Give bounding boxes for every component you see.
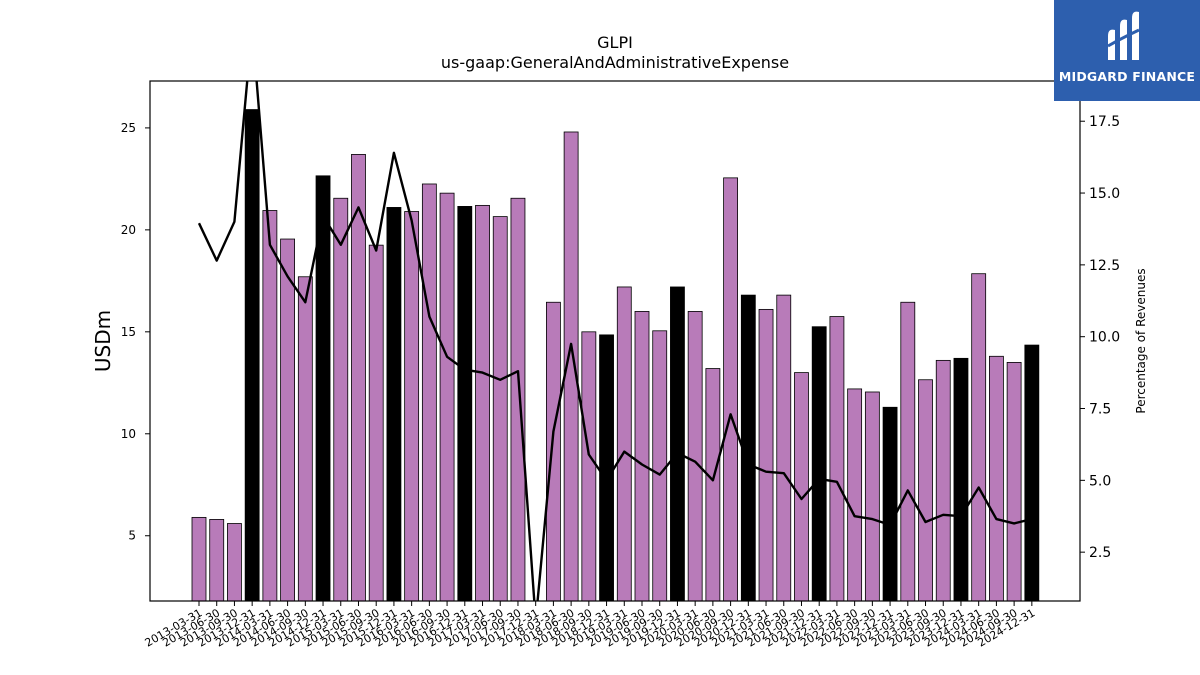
bar-2023-03-31 — [900, 301, 916, 602]
bar-2022-03-31 — [829, 316, 845, 602]
bar-2020-06-30 — [705, 368, 721, 602]
bar-2015-09-30 — [368, 244, 384, 602]
y2-tick-label: 17.5 — [1089, 114, 1120, 130]
y2-tick-label: 15.0 — [1089, 186, 1120, 202]
bar-2021-06-30 — [776, 294, 792, 602]
y-axis-label: USDm — [91, 310, 115, 372]
bar-2024-06-30 — [989, 355, 1004, 602]
bar-2024-09-30 — [1006, 362, 1022, 602]
bar-2014-09-30 — [297, 276, 313, 602]
bar-2021-09-30 — [794, 372, 809, 602]
bar-2021-03-31 — [758, 308, 774, 602]
midgard-finance-logo: MIDGARD FINANCE — [1054, 0, 1200, 101]
bar-2014-06-30 — [280, 238, 296, 602]
bar-2015-12-31 — [386, 207, 402, 602]
bar-2023-09-30 — [935, 359, 951, 602]
bar-2022-09-30 — [864, 391, 880, 602]
pct-revenue-line — [197, 81, 1033, 601]
y-tick-label: 25 — [121, 121, 136, 135]
bar-2016-06-30 — [421, 183, 437, 602]
bar-2020-03-31 — [687, 311, 703, 602]
x-axis: 2013-03-312013-06-302013-09-302013-12-31… — [143, 601, 1037, 650]
y-tick-label: 10 — [121, 427, 136, 441]
bar-2016-09-30 — [439, 192, 455, 602]
bar-2019-03-31 — [616, 286, 632, 602]
bar-2024-03-31 — [971, 273, 987, 602]
chart-title: GLPI — [597, 33, 633, 52]
y2-tick-label: 5.0 — [1089, 473, 1111, 489]
bar-2023-06-30 — [918, 379, 933, 602]
bar-2013-03-31 — [191, 516, 207, 602]
y2-axis-label: Percentage of Revenues — [1134, 268, 1148, 413]
bar-2022-12-31 — [882, 406, 898, 602]
bar-series — [191, 109, 1040, 602]
bar-2022-06-30 — [847, 388, 863, 602]
bar-2017-03-31 — [475, 204, 490, 602]
y-axis-left: 5 10 15 20 25 — [121, 121, 150, 543]
bar-2017-06-30 — [492, 216, 508, 602]
bar-2024-12-31 — [1024, 344, 1040, 602]
bar-2013-06-30 — [209, 519, 225, 602]
y-tick-label: 20 — [121, 223, 136, 237]
y-tick-label: 5 — [128, 529, 136, 543]
bar-2014-03-31 — [262, 210, 278, 602]
y2-tick-label: 7.5 — [1089, 402, 1111, 418]
bar-2016-03-31 — [404, 211, 420, 602]
bar-2018-09-30 — [581, 331, 597, 602]
bar-2019-12-31 — [670, 286, 685, 602]
logo-mark-icon — [1107, 11, 1140, 61]
bar-2018-12-31 — [599, 334, 614, 602]
bar-2013-12-31 — [244, 109, 260, 602]
plot-frame — [149, 80, 1081, 602]
bar-2015-03-31 — [333, 197, 349, 602]
line-series — [197, 81, 1033, 601]
bar-2018-03-31 — [546, 301, 561, 602]
bar-2017-09-30 — [510, 197, 526, 602]
bar-2021-12-31 — [811, 326, 827, 602]
bar-2019-09-30 — [652, 330, 668, 602]
chart-subtitle: us-gaap:GeneralAndAdministrativeExpense — [441, 53, 789, 72]
bar-2013-09-30 — [227, 523, 242, 602]
bar-2016-12-31 — [457, 206, 473, 602]
y-axis-right: 2.5 5.0 7.5 10.0 12.5 15.0 17.5 — [1080, 114, 1120, 561]
bar-2023-12-31 — [953, 357, 969, 602]
y2-tick-label: 2.5 — [1089, 545, 1111, 561]
y2-tick-label: 12.5 — [1089, 258, 1120, 274]
y2-tick-label: 10.0 — [1089, 330, 1120, 346]
bar-2019-06-30 — [634, 311, 650, 602]
bar-2020-09-30 — [723, 177, 738, 602]
logo-text: MIDGARD FINANCE — [1058, 69, 1196, 84]
y-tick-label: 15 — [121, 325, 136, 339]
